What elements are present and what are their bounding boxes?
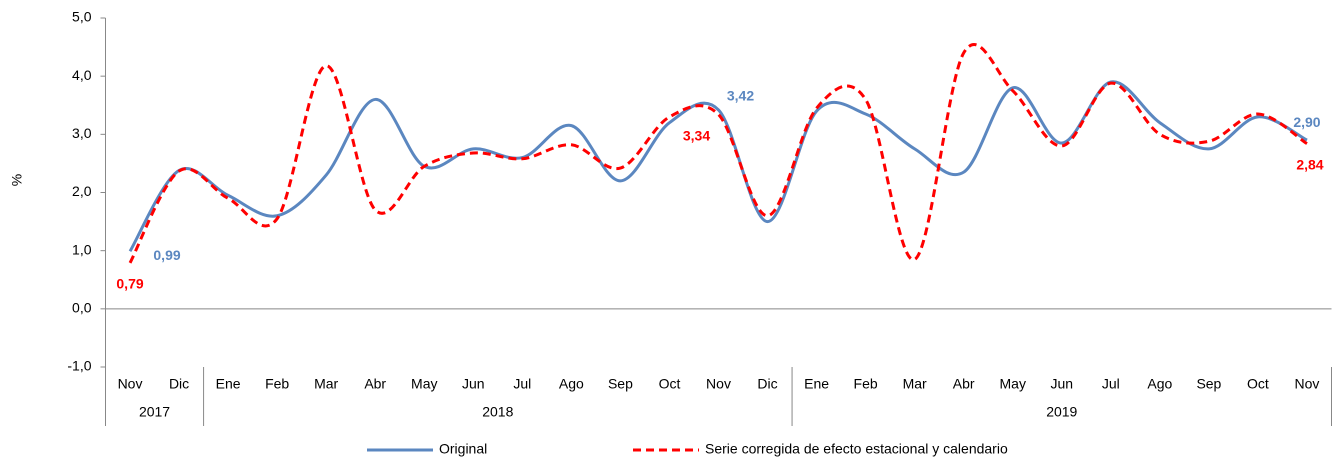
x-tick-label: Jun	[462, 376, 485, 392]
x-tick-label: Nov	[118, 376, 143, 392]
y-tick-label: -1,0	[67, 358, 91, 374]
x-tick-label: Feb	[854, 376, 878, 392]
y-tick-label: 0,0	[72, 300, 92, 316]
x-tick-label: Dic	[169, 376, 189, 392]
x-tick-label: Abr	[953, 376, 975, 392]
x-tick-label: Mar	[903, 376, 927, 392]
y-axis-label: %	[9, 174, 25, 186]
x-tick-label: Ago	[1147, 376, 1172, 392]
x-tick-label: Oct	[1247, 376, 1269, 392]
legend-label: Original	[439, 441, 487, 457]
x-tick-label: Feb	[265, 376, 289, 392]
legend-label: Serie corregida de efecto estacional y c…	[705, 441, 1008, 457]
value-label: 2,84	[1296, 156, 1323, 172]
series-line	[128, 43, 1308, 264]
x-tick-label: Ene	[804, 376, 829, 392]
x-tick-label: Abr	[364, 376, 386, 392]
x-tick-label: Nov	[1295, 376, 1320, 392]
y-tick-label: 3,0	[72, 125, 92, 141]
x-tick-label: Mar	[314, 376, 338, 392]
year-label: 2019	[1046, 404, 1077, 420]
value-label: 2,90	[1293, 114, 1320, 130]
x-tick-label: Jun	[1050, 376, 1073, 392]
x-tick-label: Nov	[706, 376, 731, 392]
x-tick-label: Sep	[1196, 376, 1221, 392]
x-tick-label: May	[411, 376, 437, 392]
x-tick-label: May	[1000, 376, 1026, 392]
x-tick-label: Jul	[1102, 376, 1120, 392]
y-tick-label: 1,0	[72, 241, 92, 257]
series-line	[128, 80, 1308, 253]
value-label: 3,34	[683, 127, 710, 143]
x-tick-label: Ene	[216, 376, 241, 392]
year-label: 2017	[139, 404, 170, 420]
x-tick-label: Dic	[757, 376, 777, 392]
value-label: 0,99	[153, 247, 180, 263]
x-tick-label: Oct	[659, 376, 681, 392]
value-label: 3,42	[727, 88, 754, 104]
year-label: 2018	[482, 404, 513, 420]
x-tick-label: Jul	[513, 376, 531, 392]
y-tick-label: 4,0	[72, 67, 92, 83]
x-tick-label: Ago	[559, 376, 584, 392]
value-label: 0,79	[116, 276, 143, 292]
x-tick-label: Sep	[608, 376, 633, 392]
y-tick-label: 2,0	[72, 183, 92, 199]
y-tick-label: 5,0	[72, 9, 92, 25]
